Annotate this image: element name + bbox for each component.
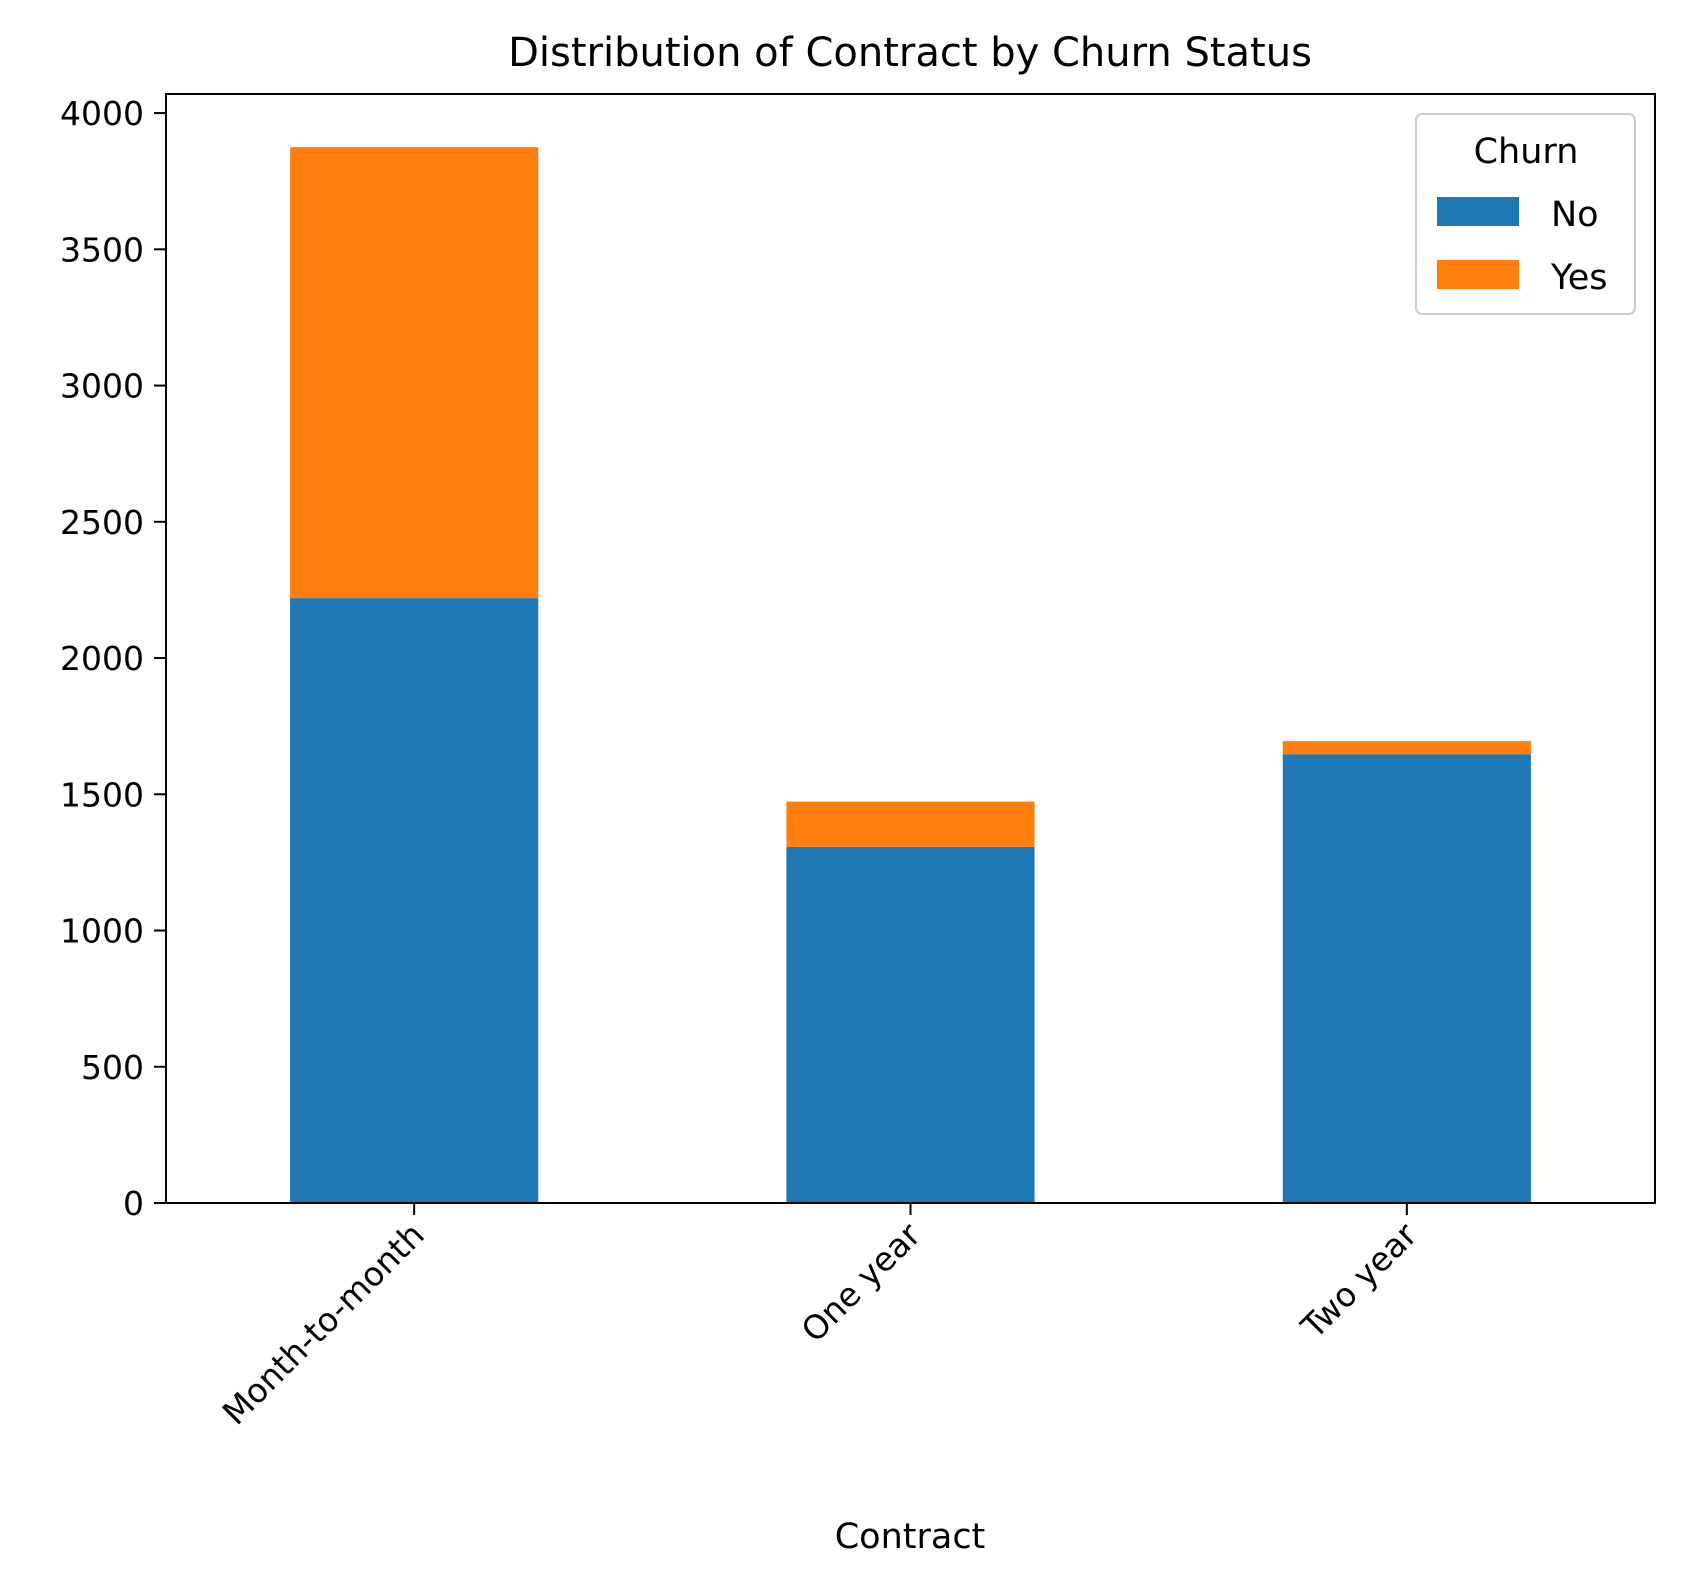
plot-frame — [165, 93, 1656, 1204]
x-tick-label-month-to-month: Month-to-month — [215, 1215, 432, 1432]
y-tick-label: 2000 — [60, 639, 144, 678]
legend-label-yes: Yes — [1550, 258, 1608, 298]
legend: Churn No Yes — [1415, 113, 1636, 315]
bar-month-to-month-yes — [290, 147, 539, 599]
y-tick-label: 0 — [123, 1184, 144, 1223]
legend-swatch-yes — [1437, 260, 1519, 289]
bar-month-to-month-no — [290, 598, 539, 1203]
x-tick-label-two-year: Two year — [1293, 1215, 1425, 1347]
legend-swatch-no — [1437, 197, 1519, 226]
y-tick-label: 3000 — [60, 367, 144, 406]
bar-one-year-no — [786, 846, 1035, 1203]
y-axis: 0 500 1000 1500 2000 2500 3000 3500 4000 — [60, 94, 166, 1223]
y-tick-label: 4000 — [60, 94, 144, 133]
x-axis: Month-to-month One year Two year — [215, 1203, 1425, 1432]
x-tick-label-one-year: One year — [794, 1215, 929, 1350]
bar-two-year-no — [1282, 754, 1531, 1203]
bar-one-year-yes — [786, 801, 1035, 847]
y-tick-label: 2500 — [60, 503, 144, 542]
y-tick-label: 500 — [81, 1048, 144, 1087]
x-axis-title: Contract — [835, 1517, 986, 1557]
y-tick-label: 1500 — [60, 775, 144, 814]
y-tick-label: 3500 — [60, 230, 144, 269]
y-tick-label: 1000 — [60, 912, 144, 951]
bar-two-year-yes — [1282, 741, 1531, 755]
chart-title: Distribution of Contract by Churn Status — [508, 30, 1312, 76]
legend-label-no: No — [1551, 195, 1599, 235]
legend-title: Churn — [1474, 132, 1579, 172]
bars-layer — [290, 147, 1531, 1203]
